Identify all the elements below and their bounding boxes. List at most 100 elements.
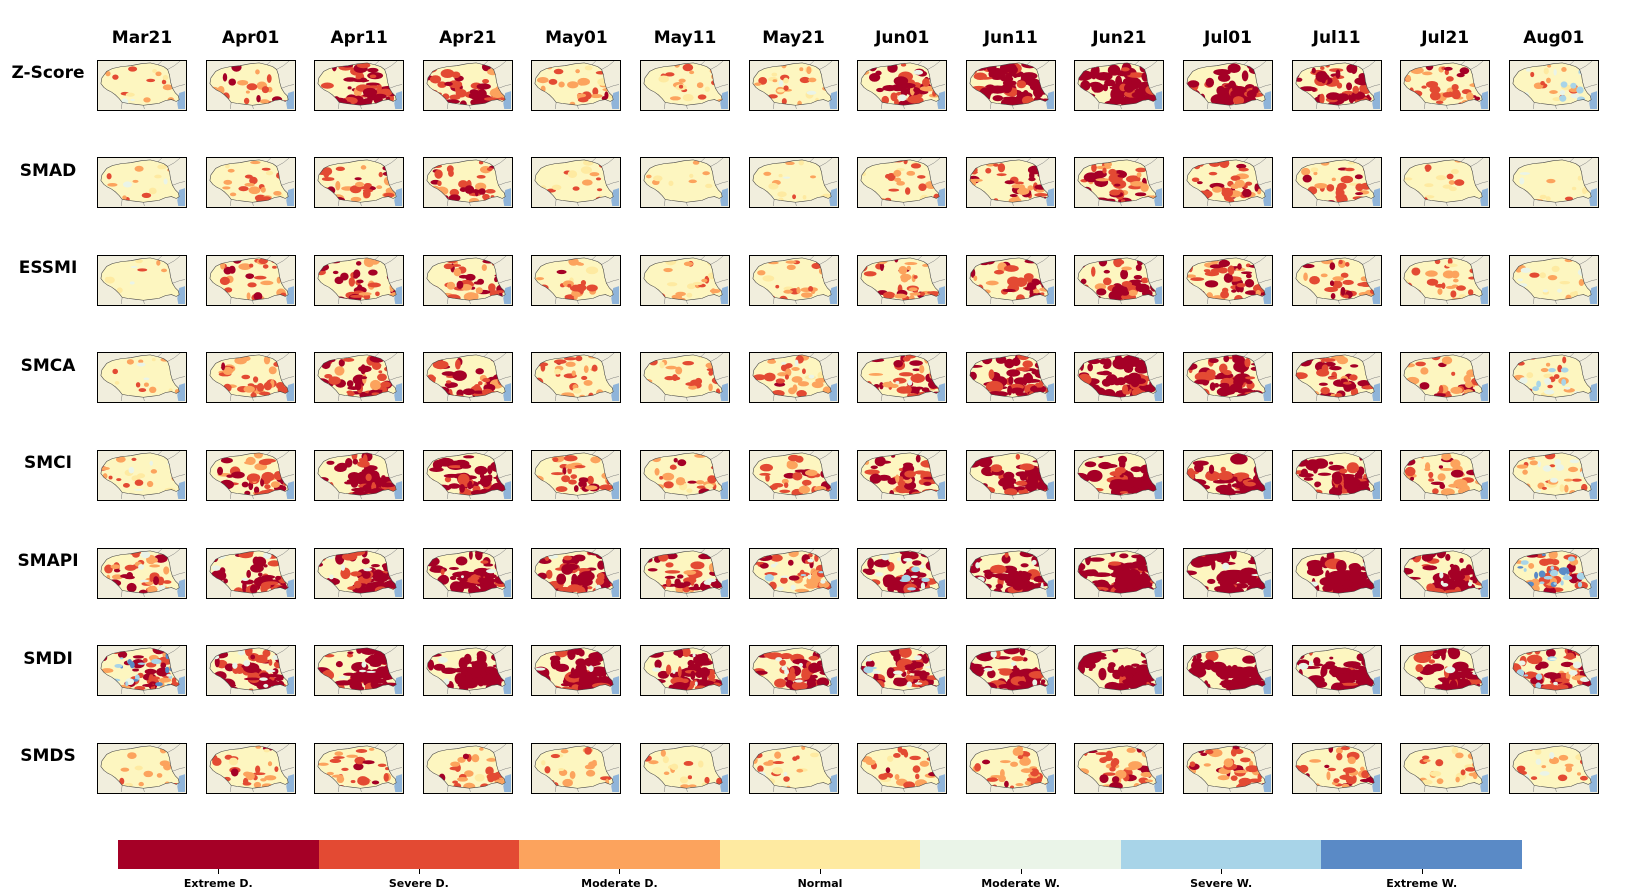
colorbar-tick: [218, 869, 220, 874]
map-panel: [97, 157, 187, 209]
map-panel: [1183, 547, 1273, 599]
map-panel: [531, 352, 622, 404]
column-label: Jul01: [1204, 28, 1252, 48]
map-panel: [965, 645, 1056, 697]
map-panel: [1400, 352, 1491, 404]
map-panel: [748, 157, 839, 209]
column-label: Jul21: [1421, 28, 1470, 48]
map-panel: [1183, 254, 1273, 306]
colorbar-tick: [1221, 869, 1223, 874]
column-label: Jun11: [983, 28, 1038, 48]
map-panel: [1291, 742, 1382, 794]
map-panel: [748, 547, 839, 599]
colorbar-label: Extreme D.: [183, 877, 253, 890]
map-panel: [1074, 352, 1165, 404]
row-label: SMDS: [20, 746, 76, 767]
map-panel: [1074, 157, 1165, 209]
map-panel: [1291, 449, 1382, 501]
map-panel: [1400, 645, 1491, 697]
map-panel: [205, 254, 296, 306]
map-panel: [205, 157, 296, 209]
map-panel: [531, 254, 622, 306]
map-panel: [422, 742, 513, 794]
map-panel: [314, 59, 405, 111]
row-label: Z-Score: [11, 63, 85, 83]
colorbar-label: Normal: [797, 877, 843, 890]
map-panel: [422, 254, 513, 306]
map-panel: [640, 547, 730, 599]
colorbar-label: Extreme W.: [1386, 877, 1458, 890]
map-panel: [1074, 59, 1165, 111]
colorbar-tick: [1020, 869, 1022, 874]
map-panel: [1183, 449, 1273, 501]
map-panel: [97, 254, 187, 306]
map-panel: [205, 352, 296, 404]
map-panel: [965, 157, 1056, 209]
map-panel: [97, 449, 187, 501]
map-panel: [748, 352, 839, 404]
column-label: May01: [545, 28, 608, 48]
colorbar-tick: [1421, 869, 1423, 874]
colorbar-segment: [519, 840, 720, 869]
colorbar-tick: [619, 869, 621, 874]
map-panel: [640, 742, 730, 794]
map-panel: [1074, 645, 1165, 697]
map-panel: [1291, 59, 1382, 111]
map-panel: [857, 645, 948, 697]
map-panel: [857, 254, 948, 306]
map-panel: [1074, 742, 1165, 794]
map-panel: [1400, 547, 1491, 599]
map-panel: [1508, 742, 1599, 794]
row-label: SMDI: [23, 648, 73, 669]
colorbar-segment: [318, 840, 520, 869]
row-label: SMCA: [20, 355, 76, 376]
map-panel: [1508, 157, 1599, 209]
colorbar-segment: [118, 840, 319, 869]
map-panel: [97, 59, 187, 111]
map-panel: [314, 449, 405, 501]
map-panel: [748, 645, 839, 697]
map-panel: [1400, 59, 1491, 111]
map-panel: [1400, 742, 1491, 794]
row-label: ESSMI: [18, 258, 78, 279]
map-panel: [531, 645, 622, 697]
column-label: May21: [762, 28, 825, 48]
map-panel: [205, 547, 296, 599]
map-panel: [857, 59, 948, 111]
colorbar-segment: [1120, 840, 1322, 869]
map-panel: [1074, 254, 1165, 306]
colorbar-segment: [920, 840, 1121, 869]
map-panel: [748, 742, 839, 794]
map-panel: [1508, 254, 1599, 306]
colorbar-segment: [719, 840, 921, 869]
colorbar-segment: [1321, 840, 1523, 869]
map-panel: [531, 59, 622, 111]
map-panel: [1291, 645, 1382, 697]
column-label: Jul11: [1312, 28, 1361, 48]
map-panel: [857, 352, 948, 404]
map-panel: [640, 645, 730, 697]
map-panel: [1508, 59, 1599, 111]
map-panel: [857, 449, 948, 501]
map-panel: [1183, 742, 1273, 794]
map-panel: [1400, 157, 1491, 209]
map-panel: [748, 254, 839, 306]
map-panel: [1074, 547, 1165, 599]
map-panel: [531, 742, 622, 794]
map-panel: [205, 742, 296, 794]
row-label: SMAPI: [17, 551, 79, 571]
map-panel: [965, 547, 1056, 599]
map-panel: [1400, 449, 1491, 501]
map-panel: [640, 59, 730, 111]
map-panel: [640, 254, 730, 306]
map-panel: [1508, 645, 1599, 697]
map-panel: [1400, 254, 1491, 306]
colorbar-bar: [118, 840, 1523, 869]
colorbar-label: Severe W.: [1190, 877, 1253, 890]
map-panel: [97, 547, 187, 599]
map-panel: [531, 547, 622, 599]
column-label: May11: [653, 28, 717, 48]
map-panel: [531, 157, 622, 209]
map-panel: [1183, 59, 1273, 111]
map-panel: [314, 742, 405, 794]
